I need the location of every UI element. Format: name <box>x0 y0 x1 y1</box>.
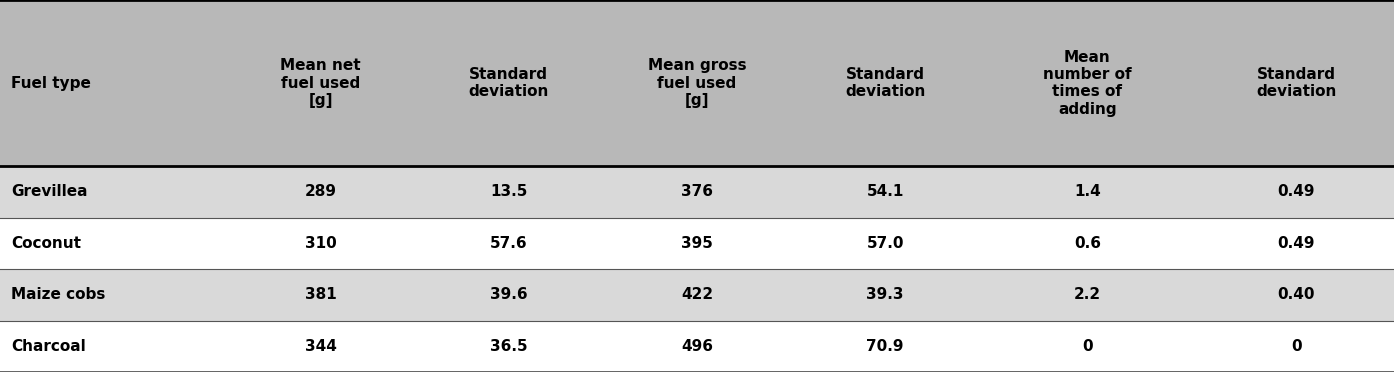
Text: Mean gross
fuel used
[g]: Mean gross fuel used [g] <box>648 58 746 108</box>
Text: 0.49: 0.49 <box>1278 185 1315 199</box>
Text: 496: 496 <box>682 339 712 354</box>
Text: Standard
deviation: Standard deviation <box>1256 67 1337 99</box>
Bar <box>0 269 1394 321</box>
Text: 57.0: 57.0 <box>867 236 903 251</box>
Text: Coconut: Coconut <box>11 236 81 251</box>
Text: 376: 376 <box>682 185 712 199</box>
Text: 0: 0 <box>1291 339 1302 354</box>
Text: 39.6: 39.6 <box>491 287 527 302</box>
Text: 289: 289 <box>305 185 336 199</box>
Text: 0.40: 0.40 <box>1278 287 1315 302</box>
Text: 0: 0 <box>1082 339 1093 354</box>
Text: 344: 344 <box>305 339 336 354</box>
Text: 1.4: 1.4 <box>1073 185 1101 199</box>
Text: 395: 395 <box>682 236 712 251</box>
Bar <box>0 321 1394 372</box>
Text: Grevillea: Grevillea <box>11 185 88 199</box>
Bar <box>0 0 1394 166</box>
Text: Mean net
fuel used
[g]: Mean net fuel used [g] <box>280 58 361 108</box>
Text: Standard
deviation: Standard deviation <box>845 67 926 99</box>
Text: 2.2: 2.2 <box>1073 287 1101 302</box>
Text: 36.5: 36.5 <box>491 339 527 354</box>
Bar <box>0 218 1394 269</box>
Text: 0.6: 0.6 <box>1073 236 1101 251</box>
Text: 57.6: 57.6 <box>491 236 527 251</box>
Text: 422: 422 <box>680 287 714 302</box>
Text: 54.1: 54.1 <box>867 185 903 199</box>
Text: 381: 381 <box>305 287 336 302</box>
Text: 13.5: 13.5 <box>491 185 527 199</box>
Text: 39.3: 39.3 <box>867 287 903 302</box>
Text: Mean
number of
times of
adding: Mean number of times of adding <box>1043 49 1132 117</box>
Text: Charcoal: Charcoal <box>11 339 86 354</box>
Text: 70.9: 70.9 <box>867 339 903 354</box>
Text: Fuel type: Fuel type <box>11 76 91 91</box>
Bar <box>0 166 1394 218</box>
Text: Maize cobs: Maize cobs <box>11 287 106 302</box>
Text: 0.49: 0.49 <box>1278 236 1315 251</box>
Text: Standard
deviation: Standard deviation <box>468 67 549 99</box>
Text: 310: 310 <box>305 236 336 251</box>
